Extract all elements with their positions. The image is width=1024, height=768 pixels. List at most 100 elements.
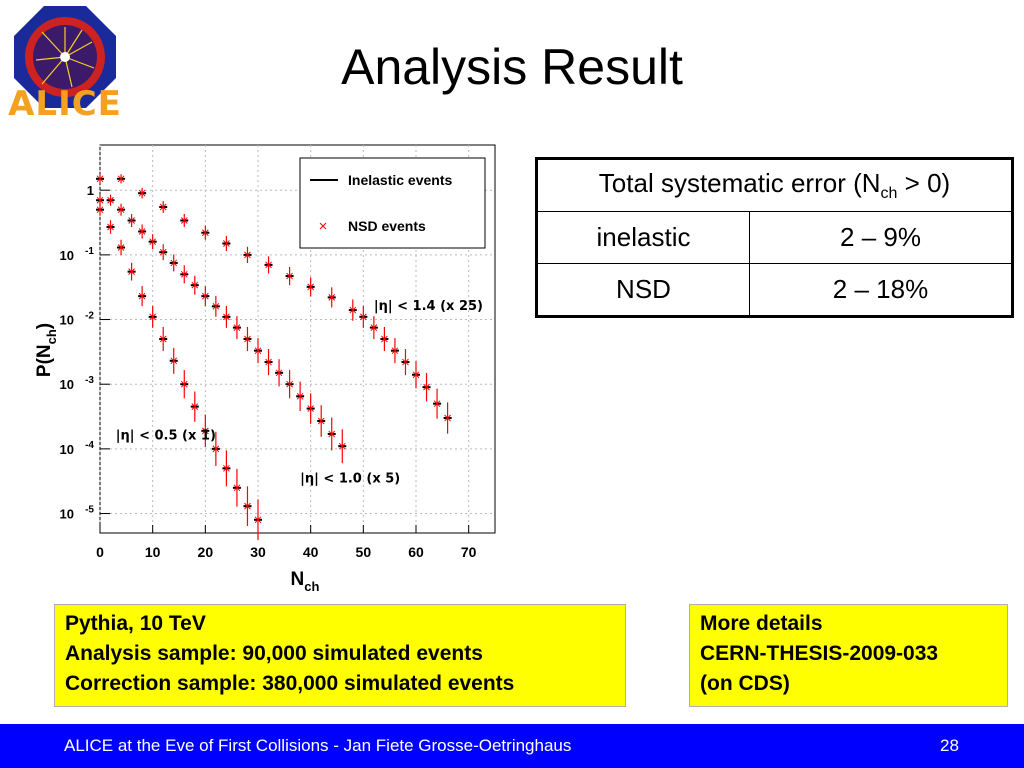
- nsd-point: [244, 335, 251, 343]
- nsd-point: [149, 313, 157, 321]
- table-header-text: Total systematic error (N: [598, 167, 881, 198]
- nsd-point: [180, 270, 188, 278]
- nsd-point: [107, 223, 114, 231]
- nsd-point: [307, 283, 315, 291]
- table-header-tail: > 0): [897, 167, 951, 198]
- nsd-point: [223, 464, 230, 472]
- y-axis-label-tail: ): [34, 323, 55, 329]
- nsd-point: [128, 217, 135, 224]
- y-axis-label: P(Nch): [34, 323, 59, 377]
- nsd-point: [265, 358, 272, 366]
- details-note: More details CERN-THESIS-2009-033 (on CD…: [689, 604, 1008, 707]
- note-line: Analysis sample: 90,000 simulated events: [65, 642, 483, 665]
- nsd-point: [107, 196, 114, 204]
- y-axis-label-sub: ch: [44, 329, 59, 344]
- nsd-point: [244, 251, 251, 259]
- table-cell-value: 2 – 9%: [749, 211, 1013, 264]
- y-tick-label: 1: [87, 183, 94, 198]
- footer-text: ALICE at the Eve of First Collisions - J…: [64, 736, 572, 755]
- series-0: [96, 203, 262, 541]
- legend-cross-icon: [319, 222, 327, 230]
- nsd-point: [96, 196, 104, 204]
- nsd-point: [180, 380, 188, 388]
- y-tick-label: 10: [60, 507, 74, 522]
- nsd-point: [254, 516, 262, 524]
- nsd-point: [338, 442, 346, 450]
- alice-logo: [14, 6, 116, 108]
- table-cell-label: inelastic: [536, 211, 750, 264]
- x-tick-label: 60: [408, 544, 424, 560]
- y-tick-exponent: -5: [85, 505, 94, 516]
- table-row: NSD 2 – 18%: [536, 263, 1013, 317]
- multiplicity-chart: 0 10 20 30 40 50 60 70 1 10 -1 10 -2 10 -3 10 -4 10 -5 |η| …: [34, 144, 496, 594]
- nsd-point: [296, 392, 304, 400]
- table-header-sub: ch: [880, 185, 898, 203]
- nsd-point: [286, 272, 293, 280]
- nsd-point: [433, 400, 441, 408]
- nsd-point: [212, 302, 220, 310]
- slide-title: Analysis Result: [341, 39, 683, 95]
- nsd-point: [149, 238, 157, 246]
- nsd-point: [201, 229, 209, 237]
- page-number: 28: [940, 736, 959, 755]
- nsd-point: [128, 268, 135, 276]
- nsd-point: [138, 189, 146, 197]
- nsd-point: [286, 380, 293, 388]
- nsd-point: [159, 248, 167, 256]
- table-header-cell: Total systematic error (Nch > 0): [536, 158, 1013, 212]
- table-header-row: Total systematic error (Nch > 0): [536, 158, 1013, 212]
- nsd-point: [391, 347, 399, 355]
- y-tick-label: 10: [60, 442, 74, 457]
- x-axis-label-sub: ch: [304, 579, 319, 594]
- logo-text: ALICE: [8, 84, 122, 124]
- y-tick-exponent: -1: [85, 246, 94, 257]
- footer-bar: ALICE at the Eve of First Collisions - J…: [0, 724, 1024, 768]
- series-annotation: |η| < 0.5 (x 1): [116, 428, 216, 443]
- systematic-error-table: Total systematic error (Nch > 0) inelast…: [535, 157, 1014, 318]
- nsd-point: [244, 502, 251, 510]
- nsd-point: [223, 313, 230, 321]
- series-annotation: |η| < 1.4 (x 25): [374, 299, 483, 314]
- nsd-point: [201, 427, 209, 435]
- y-tick-exponent: -3: [85, 375, 94, 386]
- y-tick-label: 10: [60, 377, 74, 392]
- nsd-point: [423, 383, 430, 391]
- note-line: More details: [700, 612, 823, 635]
- x-tick-label: 50: [356, 544, 372, 560]
- nsd-point: [233, 324, 241, 331]
- series-1: [96, 194, 347, 464]
- note-line: Pythia, 10 TeV: [65, 612, 206, 635]
- nsd-point: [370, 324, 378, 331]
- nsd-point: [159, 203, 167, 211]
- nsd-point: [191, 403, 199, 410]
- nsd-point: [117, 206, 125, 214]
- nsd-point: [96, 206, 104, 214]
- nsd-point: [349, 306, 357, 314]
- y-tick-label: 10: [60, 313, 74, 328]
- nsd-point: [402, 358, 409, 366]
- x-tick-label: 30: [250, 544, 266, 560]
- nsd-point: [191, 281, 199, 289]
- legend-label: NSD events: [348, 218, 426, 234]
- nsd-point: [96, 175, 104, 183]
- series-annotation: |η| < 1.0 (x 5): [300, 472, 400, 487]
- legend: Inelastic events NSD events: [299, 157, 486, 249]
- nsd-point: [412, 371, 420, 379]
- nsd-point: [328, 430, 336, 438]
- legend-label: Inelastic events: [348, 172, 452, 188]
- nsd-point: [359, 313, 367, 321]
- simulation-note: Pythia, 10 TeV Analysis sample: 90,000 s…: [54, 604, 626, 707]
- x-tick-label: 0: [96, 544, 104, 560]
- y-tick-exponent: -4: [85, 440, 94, 451]
- nsd-point: [381, 335, 388, 343]
- x-tick-label: 10: [145, 544, 161, 560]
- nsd-point: [275, 369, 283, 377]
- nsd-point: [138, 292, 146, 300]
- nsd-point: [159, 335, 167, 343]
- table-row: inelastic 2 – 9%: [536, 211, 1013, 264]
- nsd-point: [223, 240, 230, 247]
- nsd-point: [212, 445, 220, 453]
- series-2: [96, 174, 452, 434]
- table-cell-value: 2 – 18%: [749, 263, 1013, 317]
- nsd-point: [180, 217, 188, 224]
